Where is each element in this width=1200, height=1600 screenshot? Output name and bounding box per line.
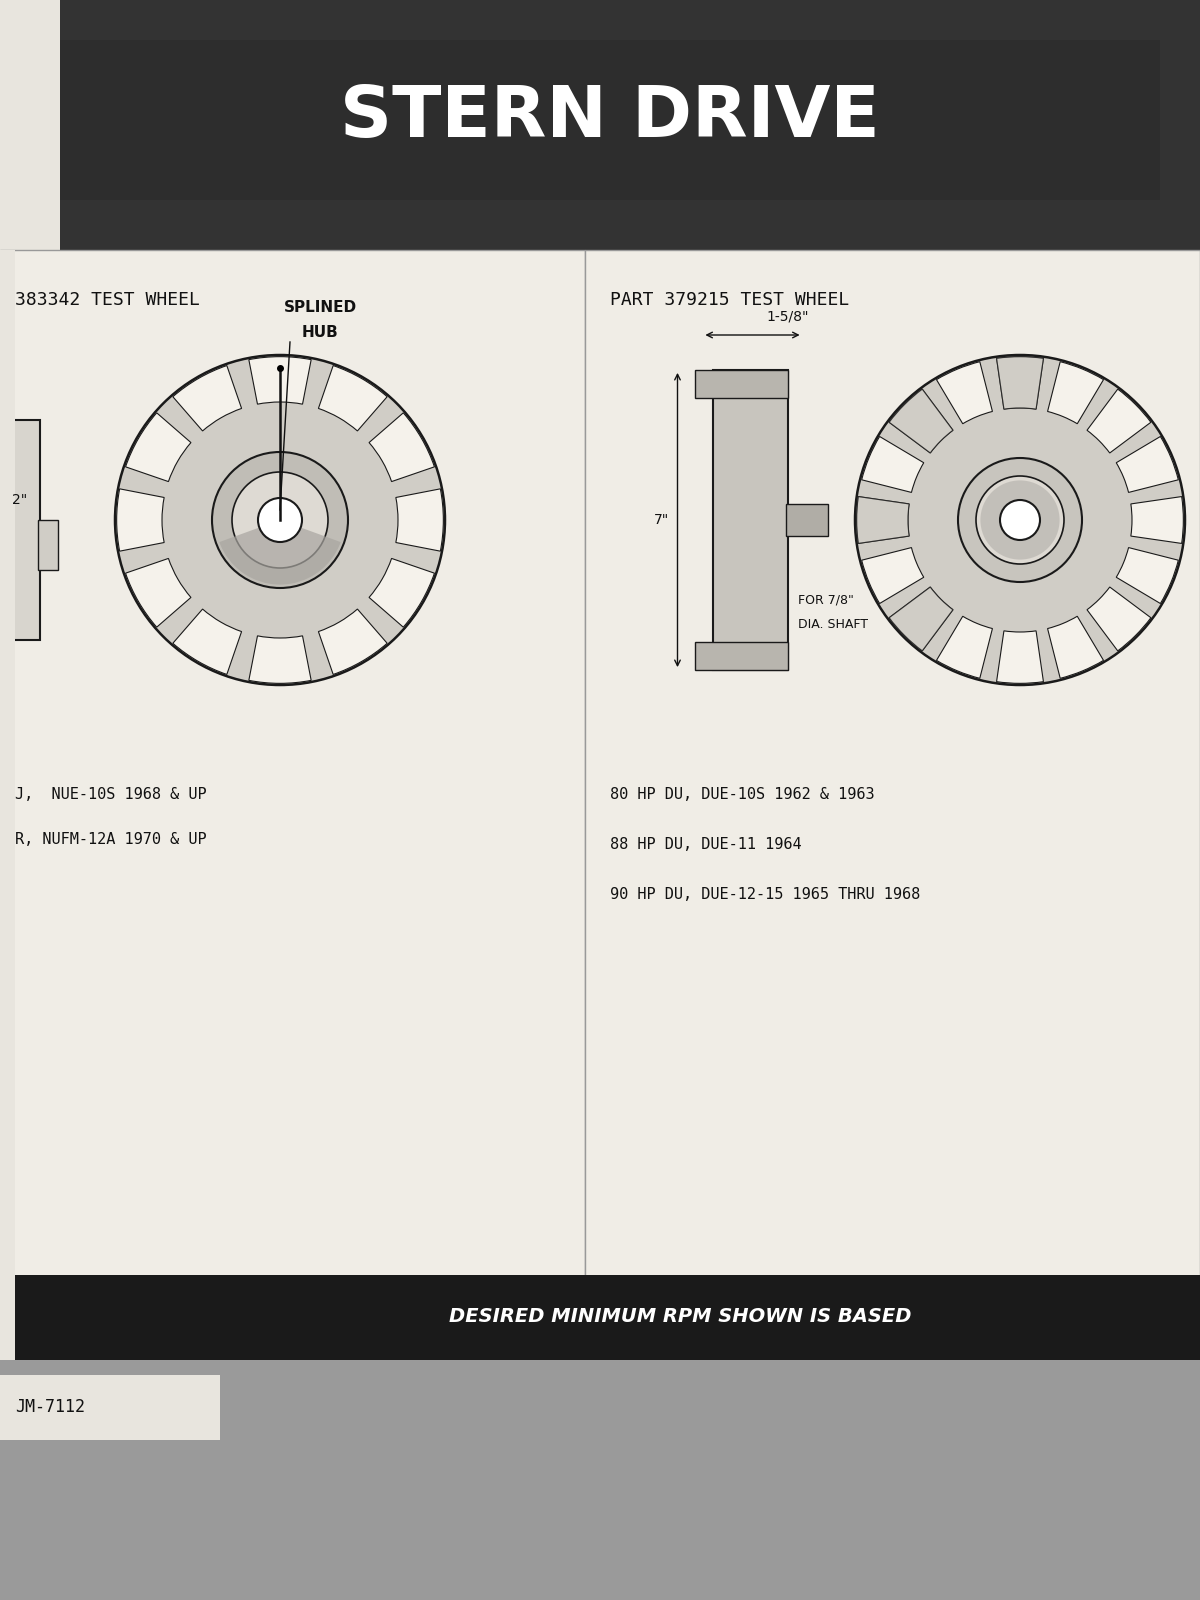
Bar xyxy=(0,0,60,250)
Bar xyxy=(695,370,787,398)
Wedge shape xyxy=(936,616,992,678)
Wedge shape xyxy=(318,365,388,430)
Wedge shape xyxy=(220,520,341,584)
Bar xyxy=(0,1275,1200,1360)
Bar xyxy=(60,40,1160,200)
Text: HUB: HUB xyxy=(301,325,338,339)
Text: 383342 TEST WHEEL: 383342 TEST WHEEL xyxy=(14,291,200,309)
Wedge shape xyxy=(126,413,191,482)
Bar xyxy=(2,419,40,640)
Bar xyxy=(0,1374,220,1440)
Wedge shape xyxy=(889,587,953,651)
Wedge shape xyxy=(370,413,434,482)
Wedge shape xyxy=(889,389,953,453)
Wedge shape xyxy=(1116,437,1178,493)
Bar xyxy=(695,642,787,670)
Wedge shape xyxy=(1130,496,1183,544)
Text: R, NUFM-12A 1970 & UP: R, NUFM-12A 1970 & UP xyxy=(14,832,206,848)
Text: 90 HP DU, DUE-12-15 1965 THRU 1968: 90 HP DU, DUE-12-15 1965 THRU 1968 xyxy=(610,888,920,902)
Circle shape xyxy=(976,477,1064,565)
Circle shape xyxy=(1000,499,1040,541)
Wedge shape xyxy=(857,496,910,544)
Text: FOR 7/8": FOR 7/8" xyxy=(798,594,853,606)
Wedge shape xyxy=(936,362,992,424)
Text: J,  NUE-10S 1968 & UP: J, NUE-10S 1968 & UP xyxy=(14,787,206,803)
Bar xyxy=(38,520,58,570)
Circle shape xyxy=(115,355,445,685)
Wedge shape xyxy=(996,630,1044,683)
Wedge shape xyxy=(1087,389,1151,453)
Wedge shape xyxy=(1116,547,1178,603)
Circle shape xyxy=(212,451,348,587)
Text: DESIRED MINIMUM RPM SHOWN IS BASED: DESIRED MINIMUM RPM SHOWN IS BASED xyxy=(449,1307,911,1326)
Wedge shape xyxy=(1087,587,1151,651)
Bar xyxy=(0,250,14,1360)
Wedge shape xyxy=(248,635,311,683)
Wedge shape xyxy=(862,547,924,603)
Bar xyxy=(713,370,787,670)
Wedge shape xyxy=(116,490,164,550)
Bar xyxy=(0,250,586,1360)
Wedge shape xyxy=(857,496,910,544)
Bar xyxy=(786,504,828,536)
Text: STERN DRIVE: STERN DRIVE xyxy=(340,83,880,152)
Wedge shape xyxy=(996,357,1044,410)
Text: SPLINED: SPLINED xyxy=(283,299,356,315)
Circle shape xyxy=(232,472,328,568)
Wedge shape xyxy=(862,437,924,493)
Wedge shape xyxy=(248,357,311,405)
Wedge shape xyxy=(996,357,1044,410)
Bar xyxy=(586,250,1200,1360)
Wedge shape xyxy=(173,365,241,430)
Text: 2": 2" xyxy=(12,493,28,507)
Text: JM-7112: JM-7112 xyxy=(14,1398,85,1416)
Wedge shape xyxy=(980,480,1060,560)
Wedge shape xyxy=(318,610,388,675)
Bar xyxy=(0,1360,1200,1600)
Circle shape xyxy=(258,498,302,542)
Text: DIA. SHAFT: DIA. SHAFT xyxy=(798,619,868,632)
Circle shape xyxy=(958,458,1082,582)
Text: 7": 7" xyxy=(654,514,670,526)
Wedge shape xyxy=(1048,362,1104,424)
Wedge shape xyxy=(173,610,241,675)
Bar xyxy=(0,0,1200,250)
Text: PART 379215 TEST WHEEL: PART 379215 TEST WHEEL xyxy=(610,291,850,309)
Wedge shape xyxy=(889,389,953,453)
Wedge shape xyxy=(1048,616,1104,678)
Text: 80 HP DU, DUE-10S 1962 & 1963: 80 HP DU, DUE-10S 1962 & 1963 xyxy=(610,787,875,803)
Circle shape xyxy=(854,355,1186,685)
Wedge shape xyxy=(889,587,953,651)
Wedge shape xyxy=(396,490,443,550)
Wedge shape xyxy=(370,558,434,627)
Text: 88 HP DU, DUE-11 1964: 88 HP DU, DUE-11 1964 xyxy=(610,837,802,853)
Wedge shape xyxy=(126,558,191,627)
Text: 1-5/8": 1-5/8" xyxy=(767,309,809,323)
